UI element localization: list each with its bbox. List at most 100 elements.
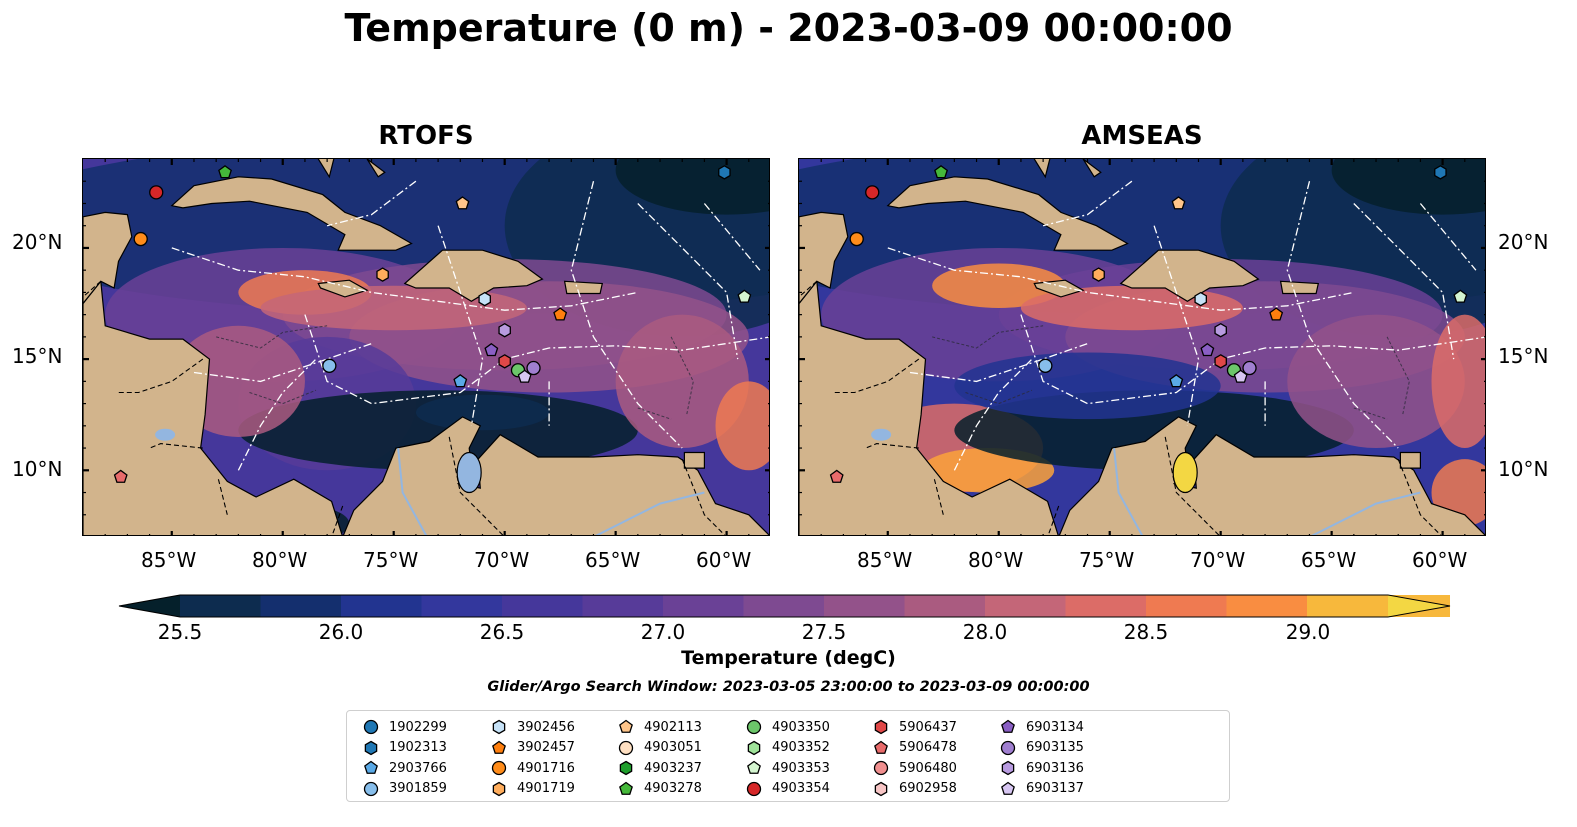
- bathymetry-contour: [670, 336, 694, 415]
- land-bahamas1: [1033, 159, 1051, 179]
- legend-label: 4903350: [772, 719, 830, 735]
- legend-label: 3902457: [517, 740, 575, 756]
- legend-hexagon-icon: [874, 781, 888, 797]
- legend-circle-icon: [746, 781, 762, 796]
- legend-label: 6903134: [1026, 719, 1084, 735]
- colorbar-tick-label: 27.0: [640, 620, 686, 644]
- legend-column: 4902113 4903051 4903237 4903278: [618, 717, 702, 799]
- legend-item: 3901859: [363, 779, 447, 800]
- float-marker-6903134: [484, 342, 499, 357]
- colorbar-segment: [743, 595, 825, 617]
- lat-tick-label: 20°N: [1498, 230, 1549, 254]
- colorbar-segment: [985, 595, 1066, 617]
- legend-hexagon-icon: [619, 760, 633, 776]
- amseas-map[interactable]: [798, 158, 1486, 536]
- lake-maracaibo: [456, 451, 482, 494]
- legend-item: 4903350: [746, 717, 830, 738]
- country-border: [1047, 505, 1060, 535]
- legend-item: 4902113: [618, 717, 702, 738]
- colorbar-segment: [341, 595, 422, 617]
- legend-circle-icon: [491, 761, 507, 776]
- legend-item: 6903134: [1000, 717, 1084, 738]
- legend-label: 4901719: [517, 781, 575, 797]
- lon-tick-label: 85°W: [857, 548, 913, 572]
- lat-tick-label: 15°N: [1498, 344, 1549, 368]
- float-marker-3902456: [478, 291, 491, 307]
- temperature-patch: [954, 352, 1221, 420]
- land-bahamas1: [317, 159, 335, 179]
- eez-boundary: [193, 342, 372, 383]
- legend-label: 4903353: [772, 760, 830, 776]
- rtofs-map[interactable]: [82, 158, 770, 536]
- legend-item: 6903135: [1000, 738, 1084, 759]
- land-cuba: [170, 176, 413, 251]
- colorbar-segment: [1226, 595, 1308, 617]
- river: [595, 491, 705, 535]
- country-border: [933, 479, 944, 515]
- lat-tick-label: 10°N: [12, 457, 63, 481]
- lon-tick-label: 65°W: [585, 548, 641, 572]
- float-marker-5906437: [1214, 354, 1227, 369]
- colorbar-tick-label: 25.5: [157, 620, 203, 644]
- legend-item: 1902299: [363, 717, 447, 738]
- land-bahamas2: [366, 159, 386, 178]
- temperature-patch: [260, 285, 527, 331]
- legend-label: 4902113: [644, 719, 702, 735]
- float-marker-5906478: [829, 469, 844, 483]
- legend-label: 6902958: [899, 781, 957, 797]
- land-jamaica: [1033, 279, 1085, 298]
- legend-circle-icon: [746, 720, 762, 735]
- land-trinidad: [1399, 451, 1422, 469]
- lat-tick-label: 10°N: [1498, 457, 1549, 481]
- legend-hexagon-icon: [492, 781, 506, 797]
- river: [1311, 491, 1421, 535]
- panel-title-rtofs: RTOFS: [378, 121, 474, 151]
- legend-circle-icon: [1000, 740, 1016, 755]
- legend-item: 5906437: [873, 717, 957, 738]
- legend-item: 4903237: [618, 758, 702, 779]
- float-marker-4903278: [934, 165, 948, 179]
- float-marker-2903766: [1169, 374, 1184, 388]
- float-marker-5906478: [113, 469, 128, 483]
- float-marker-3901859: [322, 358, 337, 373]
- legend-hexagon-icon: [364, 740, 378, 756]
- legend-label: 6903137: [1026, 781, 1084, 797]
- eez-boundary: [304, 314, 769, 405]
- land-puertoRico: [1279, 280, 1320, 295]
- bathymetry-contour: [1386, 336, 1410, 415]
- legend-item: 4903051: [618, 738, 702, 759]
- legend-item: 1902313: [363, 738, 447, 759]
- legend-item: 5906478: [873, 738, 957, 759]
- lon-tick-label: 75°W: [363, 548, 419, 572]
- bathymetry-contour: [249, 389, 317, 405]
- bathymetry-contour: [1353, 407, 1388, 420]
- lon-tick-label: 60°W: [1412, 548, 1468, 572]
- legend-pentagon-icon: [1001, 781, 1015, 795]
- float-marker-4902113: [1171, 196, 1186, 210]
- legend-hexagon-icon: [747, 740, 761, 756]
- legend-pentagon-icon: [747, 760, 761, 775]
- legend-column: 4903350 4903352 4903353 4903354: [746, 717, 830, 799]
- legend-label: 4903051: [644, 740, 702, 756]
- legend-label: 4901716: [517, 760, 575, 776]
- legend-column: 6903134 6903135 6903136 6903137: [1000, 717, 1084, 799]
- temperature-patch: [1287, 314, 1465, 449]
- float-marker-6903134: [1200, 342, 1215, 357]
- float-marker-4903353: [1453, 289, 1468, 303]
- eez-boundary: [703, 203, 761, 271]
- eez-boundary: [1286, 181, 1399, 449]
- legend-item: 6903137: [1000, 779, 1084, 800]
- temperature-patch: [1431, 314, 1485, 449]
- colorbar-segment: [502, 595, 583, 617]
- legend-column: 3902456 3902457 4901716 4901719: [491, 717, 575, 799]
- legend-label: 5906478: [899, 740, 957, 756]
- legend-hexagon-icon: [1001, 760, 1015, 776]
- colorbar-segment: [1146, 595, 1227, 617]
- legend-pentagon-icon: [1001, 719, 1015, 734]
- country-border: [1164, 436, 1220, 535]
- land-jamaica: [317, 279, 369, 298]
- lon-tick-label: 65°W: [1301, 548, 1357, 572]
- legend-pentagon-icon: [364, 760, 378, 775]
- float-marker-2903766: [453, 374, 468, 388]
- eez-boundary: [326, 180, 417, 227]
